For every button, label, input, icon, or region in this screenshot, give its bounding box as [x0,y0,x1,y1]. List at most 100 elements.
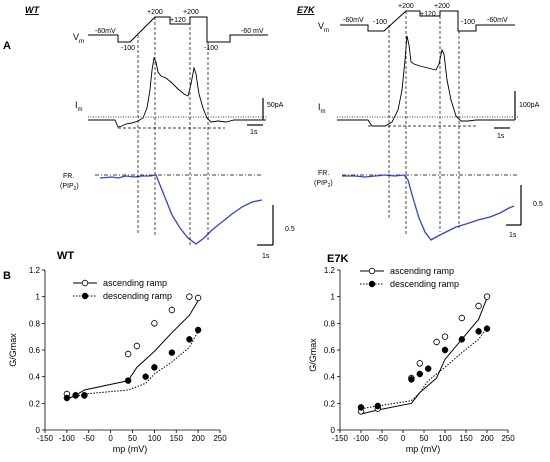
series-fit-line [66,300,199,400]
data-point [168,306,176,314]
data-point [357,404,365,411]
x-tick-label: 100 [148,434,162,443]
data-point [441,346,449,354]
data-point [124,350,132,358]
x-tick-label: 50 [128,434,137,443]
legend-label: descending ramp [390,279,459,289]
e7k-volt-label: -100 [461,19,475,26]
x-tick-label: 0 [108,434,113,443]
panel-label-b: B [3,270,11,282]
y-tick-label: 1 [331,293,336,302]
x-axis-label: mp (mV) [113,444,148,454]
wt-fr-time-label: 1s [262,253,270,260]
wt-pip-label: (PIP2) [60,183,79,192]
plot-area: -150 -100 -50 0 50 100 150 200 250 0 0.2 0.4 0.6 0.8 1… [29,266,227,443]
panel-label-a: A [3,40,11,52]
data-point [124,377,132,384]
e7k-volt-label: +120 [420,11,436,18]
data-point [151,364,158,371]
y-tick-label: 0 [331,426,336,435]
x-tick-label: -50 [83,434,95,443]
x-tick-label: 100 [438,434,452,443]
y-tick-label: 0.2 [324,399,336,408]
y-tick-label: 0.4 [324,373,336,382]
wt-volt-label: -100 [121,45,135,52]
wt-volt-label: +200 [147,9,163,16]
data-point [483,325,491,332]
x-tick-label: 250 [213,434,227,443]
wt-fr-scale-label: 0.5 [285,226,295,233]
wt-volt-label: +200 [183,9,199,16]
e7k-fr-label: FR. [318,170,329,177]
data-point [458,336,465,343]
wt-current-trace [88,56,266,128]
wt-condition-label: WT [25,5,40,15]
data-point [475,328,482,335]
e7k-current-trace [337,35,515,127]
plot-area: -150 -100 -50 0 50 100 150 200 250 0 0.2 0.4 0.6 0.8 1… [324,266,515,443]
e7k-conductance-chart: E7K mp (mV) G/Gmax -150 -100 -50 0 50 100 150 2… [308,253,515,454]
legend-label: ascending ramp [103,278,167,288]
e7k-volt-label: -100 [373,19,387,26]
legend-marker [81,292,89,300]
data-point [433,338,440,346]
y-tick-label: 1.2 [324,266,336,275]
e7k-time-scale-label: 1s [497,133,505,140]
data-point [374,402,381,410]
wt-time-scale-label: 1s [250,129,258,136]
data-point [483,293,491,300]
data-point [63,394,71,402]
legend-label: descending ramp [103,291,172,301]
y-axis-label: G/Gmax [308,338,318,372]
wt-voltage-protocol [88,16,268,43]
x-tick-label: 250 [501,434,515,443]
y-tick-label: 1 [36,293,41,302]
data-point [441,333,449,340]
x-tick-label: 50 [420,434,429,443]
wt-traces: WT Vm Im FR. (PIP2) -60mV -100 +200 +120… [25,5,295,260]
e7k-volt-label: -60mV [343,17,364,24]
x-tick-label: 0 [401,434,406,443]
chart-title: WT [57,250,74,262]
data-point [142,373,149,380]
wt-volt-label: -100 [204,45,218,52]
e7k-volt-label: +200 [434,3,450,10]
wt-volt-label: -60 mV [241,28,264,35]
legend-marker [368,267,376,275]
legend-marker [368,280,376,288]
data-point [425,365,432,372]
e7k-vm-label: Vm [318,21,329,34]
legend-label: ascending ramp [390,266,454,276]
wt-volt-label: -60mV [95,28,116,35]
y-tick-label: 0.6 [324,346,336,355]
data-point [168,349,176,356]
chart-title: E7K [327,253,348,265]
data-point [475,302,482,310]
y-tick-label: 0.4 [29,373,41,382]
x-tick-label: -150 [332,434,349,443]
e7k-pip-label: (PIP2) [314,180,333,189]
data-point [408,376,415,383]
series-fit-line [66,331,199,399]
wt-volt-label: +120 [170,17,186,24]
data-point [81,392,88,399]
data-point [194,294,202,302]
series-fit-line [360,297,488,415]
data-point [151,320,158,327]
e7k-im-label: Im [318,102,326,115]
data-point [72,392,79,399]
x-tick-label: 150 [170,434,184,443]
data-point [133,342,141,350]
e7k-fr-time-label: 1s [509,232,517,239]
data-point [194,326,202,334]
y-tick-label: 0 [36,426,41,435]
e7k-volt-label: -60mV [487,17,508,24]
x-tick-label: -50 [376,434,388,443]
e7k-current-scale-label: 100pA [519,102,540,109]
x-tick-label: -100 [353,434,370,443]
wt-conductance-chart: WT mp (mV) G/Gmax -150 -100 -50 0 50 100 150 20… [8,250,227,454]
y-axis-label: G/Gmax [8,333,18,367]
x-tick-label: -100 [59,434,76,443]
x-tick-label: 150 [459,434,473,443]
